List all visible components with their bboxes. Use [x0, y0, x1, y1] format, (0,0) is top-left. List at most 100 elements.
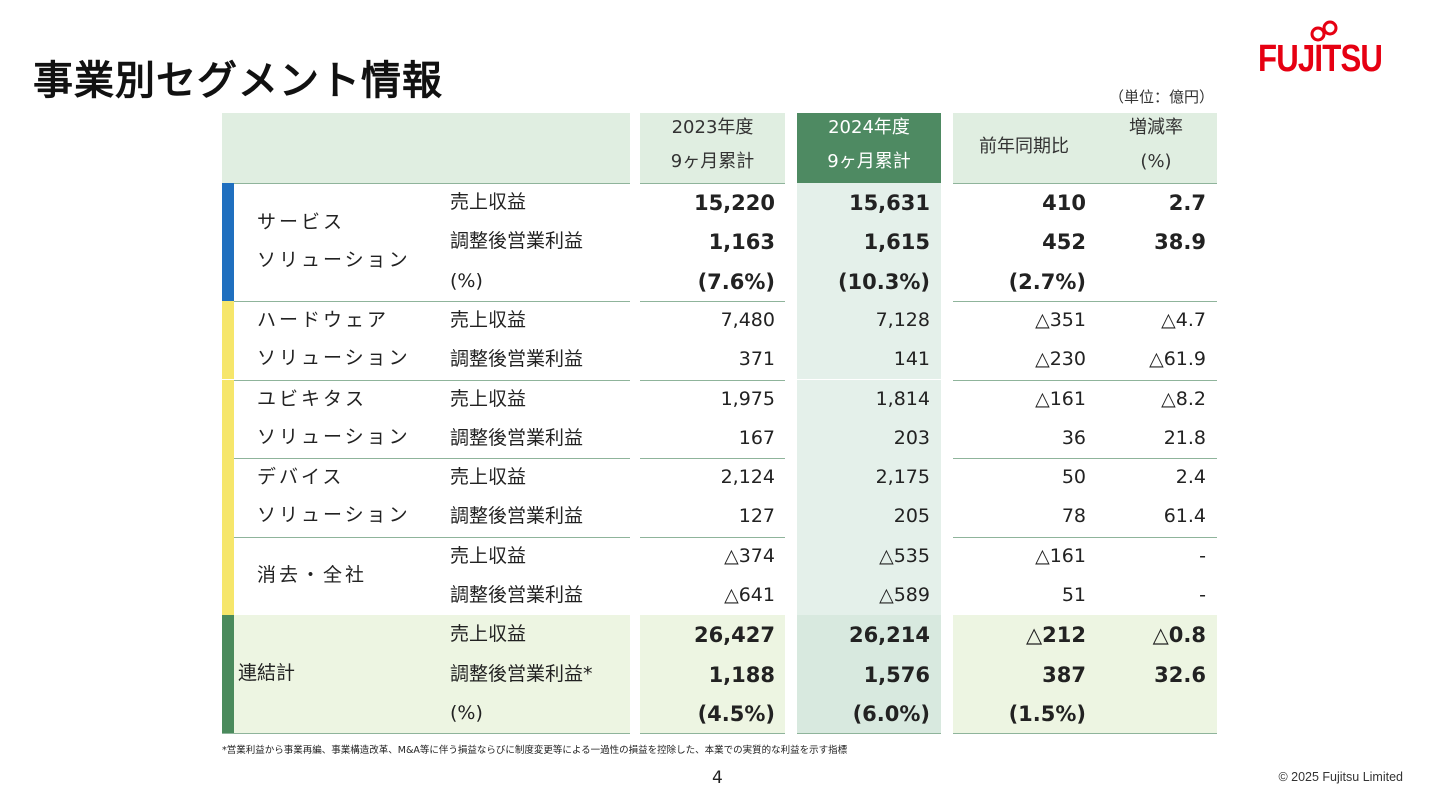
- row-label: 売上収益: [450, 308, 527, 331]
- row-label: 調整後営業利益*: [450, 662, 593, 685]
- highlight-column-bg: [797, 300, 941, 380]
- logo-mark: [1310, 20, 1338, 42]
- row-divider: [234, 458, 630, 459]
- segment-name: ソリューション: [257, 347, 411, 370]
- highlight-column-bg: [797, 536, 941, 616]
- slide-title: 事業別セグメント情報: [33, 58, 443, 104]
- value-cell: 21.8: [1163, 426, 1206, 449]
- value-cell: 78: [1061, 505, 1086, 528]
- footnote: *営業利益から事業再編、事業構造改革、M&A等に伴う損益ならびに制度変更等による…: [222, 745, 848, 756]
- value-cell: (2.7%): [1008, 269, 1086, 294]
- segment-name: デバイス: [257, 466, 345, 489]
- row-label: 売上収益: [450, 623, 527, 646]
- value-cell: 1,188: [708, 662, 775, 687]
- group-bar: [222, 536, 234, 616]
- column-header: 増減率: [1129, 117, 1183, 138]
- value-cell: (4.5%): [697, 701, 775, 726]
- total-bg: [640, 615, 785, 734]
- value-cell: △535: [879, 544, 930, 567]
- value-cell: 26,427: [693, 623, 775, 648]
- row-label: 調整後営業利益: [450, 230, 584, 253]
- value-cell: 1,163: [708, 230, 775, 255]
- total-bg: [234, 615, 630, 734]
- row-label: (%): [450, 701, 483, 724]
- value-cell: 38.9: [1154, 230, 1206, 255]
- value-cell: (1.5%): [1008, 701, 1086, 726]
- row-divider: [640, 733, 785, 734]
- column-header: (%): [1140, 151, 1172, 172]
- value-cell: (6.0%): [852, 701, 930, 726]
- value-cell: △8.2: [1161, 387, 1206, 410]
- value-cell: 2,175: [875, 466, 930, 489]
- segment-name: ユビキタス: [257, 387, 368, 410]
- value-cell: 51: [1061, 584, 1086, 606]
- copyright: © 2025 Fujitsu Limited: [1278, 770, 1403, 784]
- group-bar: [222, 379, 234, 459]
- row-label: 調整後営業利益: [450, 505, 584, 528]
- value-cell: 7,128: [875, 308, 930, 331]
- column-header: 2023年度: [671, 117, 754, 138]
- value-cell: 2.7: [1168, 191, 1206, 215]
- row-divider: [640, 537, 785, 538]
- page-number: 4: [712, 768, 723, 788]
- row-divider: [953, 301, 1217, 302]
- column-header: 9ヶ月累計: [670, 151, 755, 172]
- row-divider: [953, 458, 1217, 459]
- column-header: 前年同期比: [979, 136, 1069, 157]
- row-label: 調整後営業利益: [450, 584, 584, 606]
- total-bg: [953, 615, 1217, 734]
- logo: FUJITSU: [1258, 38, 1383, 80]
- segment-name: ソリューション: [257, 504, 411, 527]
- value-cell: △641: [724, 584, 775, 606]
- row-divider: [234, 183, 630, 184]
- value-cell: 2,124: [720, 466, 775, 489]
- value-cell: 167: [738, 426, 775, 449]
- highlight-column-bg: [797, 615, 941, 734]
- segment-name: サービス: [257, 210, 346, 233]
- row-divider: [640, 380, 785, 381]
- row-label: 調整後営業利益: [450, 348, 584, 371]
- value-cell: △374: [724, 544, 775, 567]
- group-bar: [222, 458, 234, 537]
- value-cell: 32.6: [1154, 662, 1206, 687]
- row-divider: [640, 301, 785, 302]
- column-header: 2024年度: [828, 117, 910, 138]
- row-divider: [234, 537, 630, 538]
- value-cell: (10.3%): [837, 269, 930, 294]
- value-cell: 50: [1061, 466, 1086, 489]
- group-bar: [222, 615, 234, 734]
- value-cell: 26,214: [848, 623, 930, 648]
- value-cell: 387: [1042, 662, 1086, 687]
- row-divider: [640, 183, 785, 184]
- segment-name: ハードウェア: [257, 309, 390, 332]
- highlight-column-bg: [797, 183, 941, 301]
- value-cell: 141: [893, 348, 930, 371]
- value-cell: 371: [738, 348, 775, 371]
- group-bar: [222, 300, 234, 380]
- value-cell: △0.8: [1152, 623, 1206, 648]
- header-bg: [953, 113, 1217, 183]
- highlight-column-bg: [797, 379, 941, 459]
- segment-name: ソリューション: [257, 425, 411, 448]
- header-bg: [640, 113, 785, 183]
- group-bar: [222, 183, 234, 301]
- value-cell: △230: [1035, 348, 1086, 371]
- value-cell: (7.6%): [697, 269, 775, 294]
- value-cell: △589: [879, 584, 930, 606]
- segment-name: ソリューション: [257, 248, 411, 271]
- segment-name: 消去・全社: [257, 564, 368, 586]
- value-cell: 410: [1042, 191, 1086, 215]
- row-divider: [222, 733, 630, 734]
- value-cell: 61.4: [1163, 505, 1206, 528]
- row-label: 売上収益: [450, 466, 527, 489]
- row-divider: [234, 380, 630, 381]
- value-cell: 1,576: [863, 662, 930, 687]
- value-cell: 452: [1042, 230, 1086, 255]
- row-divider: [953, 183, 1217, 184]
- value-cell: -: [1199, 584, 1206, 606]
- row-label: (%): [450, 269, 483, 292]
- row-divider: [234, 301, 630, 302]
- row-divider: [797, 733, 941, 734]
- value-cell: △4.7: [1161, 308, 1206, 331]
